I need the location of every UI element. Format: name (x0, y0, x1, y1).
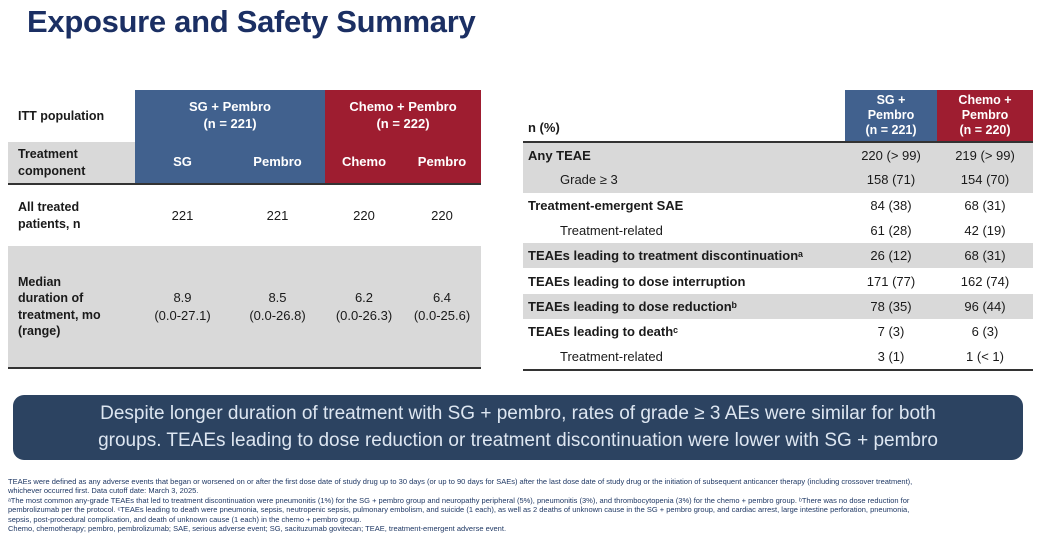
row-label: TEAEs leading to dose reductionᵇ (523, 293, 845, 320)
exposure-group-chemo-pembro: Chemo + Pembro (n = 222) (325, 90, 481, 142)
row-value: 6 (3) (971, 324, 999, 340)
row-value: 26 (12) (845, 243, 937, 269)
row-value: 220 (> 99) (845, 142, 937, 168)
footnote-line-2: whichever occurred first. Data cutoff da… (8, 486, 199, 496)
row-value: 68 (31) (937, 243, 1033, 269)
row-label: TEAEs leading to deathᶜ (528, 324, 679, 340)
exposure-corner-label: ITT population (18, 108, 105, 123)
row-value: 154 (70) (937, 167, 1033, 193)
row-value: 3 (1) (845, 344, 937, 371)
exposure-component-label: Treatment component (8, 142, 135, 185)
row-value: 219 (> 99) (937, 142, 1033, 168)
row-label: TEAEs leading to dose interruption (528, 273, 746, 289)
exposure-col-sg: SG (135, 142, 230, 185)
table-row: Treatment-related 3 (1) 1 (< 1) (523, 344, 1033, 371)
footnote-line-1: TEAEs were defined as any adverse events… (8, 477, 913, 486)
row-label: Grade ≥ 3 (523, 167, 845, 193)
banner-line-1: Despite longer duration of treatment wit… (100, 403, 936, 425)
row-value: 96 (44) (937, 293, 1033, 320)
exposure-component-row: Treatment component SG Pembro Chemo Pemb… (8, 142, 481, 185)
row-value: 68 (31) (964, 197, 1006, 213)
table-row: Any TEAE 220 (> 99) 219 (> 99) (523, 142, 1033, 168)
footnotes: TEAEs were defined as any adverse events… (8, 477, 1034, 533)
table-row: Treatment-related 61 (28) 42 (19) (523, 218, 1033, 243)
row-value: 221 (266, 207, 289, 223)
safety-n-percent-header: n (%) (523, 90, 845, 143)
safety-col-sg-pembro: SG + Pembro (n = 221) (845, 90, 937, 143)
summary-banner: Despite longer duration of treatment wit… (13, 395, 1023, 460)
row-value: 8.5 (0.0-26.8) (230, 246, 325, 369)
row-value: 78 (35) (845, 293, 937, 320)
row-value: 221 (171, 207, 194, 223)
footnote-line-5: sepsis, post-procedural complication, an… (8, 514, 362, 524)
row-label: TEAEs leading to treatment discontinuati… (523, 243, 845, 269)
table-row: TEAEs leading to treatment discontinuati… (523, 243, 1033, 269)
row-value: 8.9 (0.0-27.1) (135, 246, 230, 369)
footnote-line-4: pembrolizumab per the protocol. ᶜTEAEs l… (8, 505, 910, 515)
exposure-col-pembro: Pembro (230, 142, 325, 185)
footnote-line-3: ᵃThe most common any-grade TEAEs that le… (8, 495, 910, 505)
row-value: 171 (77) (866, 273, 916, 289)
row-value: 6.2 (0.0-26.3) (325, 246, 403, 369)
safety-header-row: n (%) SG + Pembro (n = 221) Chemo + Pemb… (523, 90, 1033, 143)
footnote-line-6: Chemo, chemotherapy; pembro, pembrolizum… (8, 524, 507, 534)
row-value: 84 (38) (870, 197, 912, 213)
table-row: Treatment-emergent SAE 84 (38) 68 (31) (523, 193, 1033, 218)
row-value: 7 (3) (877, 324, 905, 340)
row-label: Treatment-related (523, 344, 845, 371)
page-title: Exposure and Safety Summary (27, 4, 476, 39)
exposure-col-chemo: Chemo (325, 142, 403, 185)
table-row: Grade ≥ 3 158 (71) 154 (70) (523, 167, 1033, 193)
table-row: Median duration of treatment, mo (range)… (8, 246, 481, 369)
row-value: 220 (353, 207, 375, 223)
row-label: All treated patients, n (18, 200, 81, 231)
row-label: Median duration of treatment, mo (range) (8, 246, 135, 369)
exposure-group-sg-pembro: SG + Pembro (n = 221) (135, 90, 325, 142)
row-value: 162 (74) (960, 273, 1010, 289)
banner-line-2: groups. TEAEs leading to dose reduction … (98, 429, 938, 451)
safety-col-chemo-pembro: Chemo + Pembro (n = 220) (937, 90, 1033, 143)
row-label: Treatment-related (560, 223, 663, 239)
row-value: 158 (71) (845, 167, 937, 193)
row-value: 220 (431, 207, 453, 223)
table-row: TEAEs leading to dose reductionᵇ 78 (35)… (523, 293, 1033, 320)
safety-table: n (%) SG + Pembro (n = 221) Chemo + Pemb… (523, 90, 1033, 371)
exposure-table: ITT population SG + Pembro (n = 221) Che… (8, 90, 481, 369)
exposure-col-pembro2: Pembro (403, 142, 481, 185)
row-value: 1 (< 1) (937, 344, 1033, 371)
row-label: Any TEAE (523, 142, 845, 168)
table-row: TEAEs leading to deathᶜ 7 (3) 6 (3) (523, 319, 1033, 344)
exposure-header-row: ITT population SG + Pembro (n = 221) Che… (8, 90, 481, 142)
table-row: TEAEs leading to dose interruption 171 (… (523, 268, 1033, 293)
row-label: Treatment-emergent SAE (528, 197, 684, 213)
row-value: 42 (19) (964, 223, 1006, 239)
table-row: All treated patients, n 221 221 220 220 (8, 184, 481, 246)
row-value: 61 (28) (870, 223, 912, 239)
row-value: 6.4 (0.0-25.6) (403, 246, 481, 369)
